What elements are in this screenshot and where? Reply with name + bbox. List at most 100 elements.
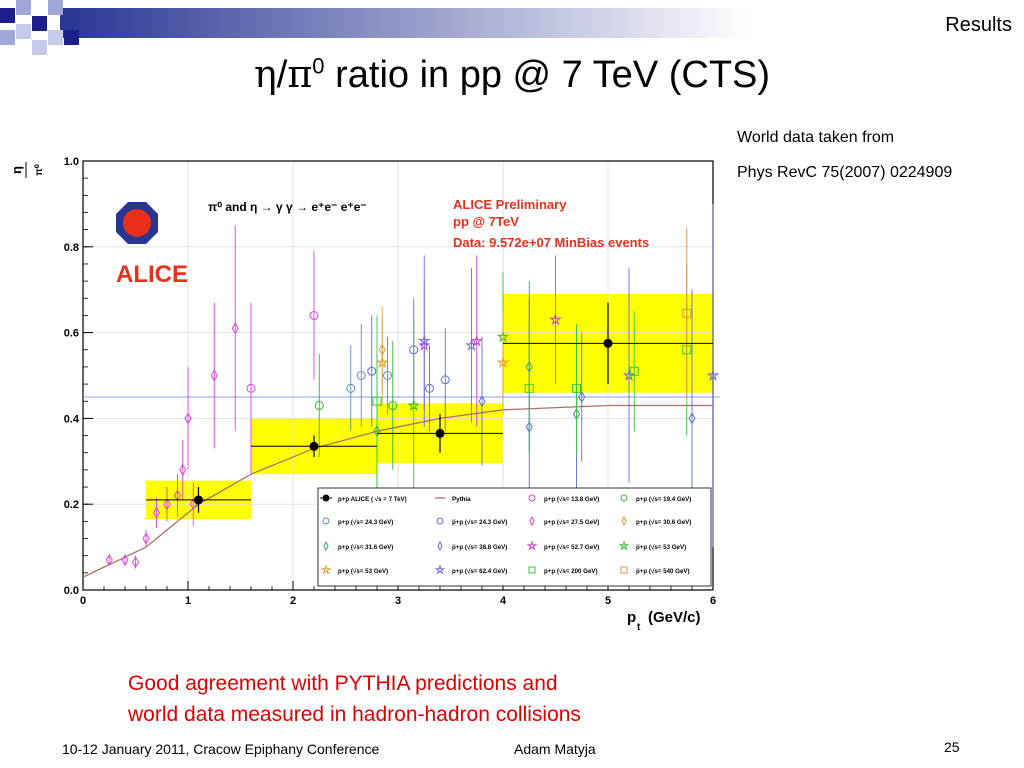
data-point [621,515,627,527]
data-point [682,308,692,318]
data-point [528,566,536,574]
data-point [478,395,486,408]
data-point [465,338,478,351]
note-line-2: Phys RevC 75(2007) 0224909 [737,164,953,181]
deco-square [48,30,63,45]
legend: p+p ALICE ( √s = 7 TeV) Pythia p+p (√s= 13… [320,494,691,575]
data-point [629,366,639,376]
data-point [407,398,421,412]
decay-label: π⁰ and η → γ γ → e⁺e⁻ e⁺e⁻ [208,200,367,214]
y-tick-label: 0.8 [64,242,79,254]
data-point [131,556,140,569]
data-point [572,383,581,393]
data-point [526,540,538,551]
data-point [323,540,329,552]
footer-author: Adam Matyja [514,741,596,757]
data-point [152,506,161,519]
deco-square [0,8,15,23]
legend-label: p+p (√s= 53 GeV) [338,568,388,575]
legend-label: p+p (√s= 200 GeV) [544,568,598,575]
title-rest: ratio in pp @ 7 TeV (CTS) [324,54,771,96]
data-point [383,371,392,380]
x-tick-label: 6 [710,595,716,607]
logo-text: ALICE [116,261,188,288]
data-point [322,517,330,525]
deco-square [32,40,47,55]
data-point [496,355,510,369]
data-point [231,322,239,335]
note-line-1: World data taken from [737,129,895,146]
conclusion-text: Good agreement with PYTHIA predictions a… [128,668,581,730]
data-point [437,540,443,552]
legend-label: p̅+p (√s= 38.8 GeV) [452,544,507,551]
conclusion-line-1: Good agreement with PYTHIA predictions a… [128,672,558,695]
deco-square [16,0,31,15]
legend-label: p̅+p (√s= 53 GeV) [636,544,686,551]
data-point [620,566,628,574]
data-point [436,517,444,525]
pythia-curve [82,404,713,578]
legend-label: p+p (√s= 27.5 GeV) [544,519,599,526]
legend-label: p̅+p (√s= 540 GeV) [636,568,690,575]
y-tick-label: 0.2 [64,499,79,511]
data-point [246,383,256,393]
legend-label: p+p (√s= 19.4 GeV) [636,496,691,503]
title-slash: / [276,54,288,96]
data-point [440,375,450,385]
corner-decoration [0,0,750,55]
pythia-line [82,404,713,578]
y-axis-title-top: η [9,166,24,174]
x-axis-title-main: p [627,609,636,626]
logo-burst [123,209,151,237]
data-point [388,401,398,411]
title-superscript: 0 [312,53,325,79]
data-point [309,310,319,320]
data-point [163,498,171,511]
x-axis-title-sub: t [637,622,641,633]
data-point [529,515,535,527]
data-point [603,338,613,348]
alice-logo: ALICE [116,202,188,288]
legend-label: p+p (√s= 24.3 GeV) [338,519,393,526]
data-point [375,355,389,369]
data-point [425,383,434,393]
section-label: Results [945,14,1012,36]
title-gradient-bar [60,8,750,38]
data-point [620,494,628,502]
data-point [417,334,431,347]
x-tick-label: 0 [80,595,86,607]
x-tick-label: 1 [185,595,191,607]
data-point [618,540,630,551]
data-point [356,371,366,380]
legend-label: p̅+p (√s= 24.3 GeV) [452,519,507,526]
legend-label: p+p (√s= 30.6 GeV) [636,519,691,526]
data-point [142,532,150,545]
x-tick-label: 5 [605,595,611,607]
data-point [121,553,129,566]
data-point [578,390,586,403]
legend-label: p+p (√s= 31.6 GeV) [338,544,393,551]
preliminary-line-2: pp @ 7TeV [453,214,519,229]
x-axis-title-unit: (GeV/c) [648,609,701,626]
deco-square [16,24,31,39]
data-point [346,383,356,393]
data-point [179,463,187,476]
data-point [688,412,696,425]
slide-title: η/π0 ratio in pp @ 7 TeV (CTS) [0,52,1024,97]
data-point [105,553,113,566]
data-point [173,489,182,502]
data-point [314,401,324,411]
legend-box [317,487,712,587]
deco-square [0,30,15,45]
y-tick-label: 0.0 [64,585,79,597]
data-point [549,312,562,326]
data-point [322,494,330,502]
x-tick-label: 2 [290,595,296,607]
data-point [184,412,192,425]
data-point [435,428,445,438]
data-point [524,383,534,393]
y-tick-label: 0.6 [64,328,79,340]
title-pi: π [287,52,313,96]
deco-square [64,30,79,45]
